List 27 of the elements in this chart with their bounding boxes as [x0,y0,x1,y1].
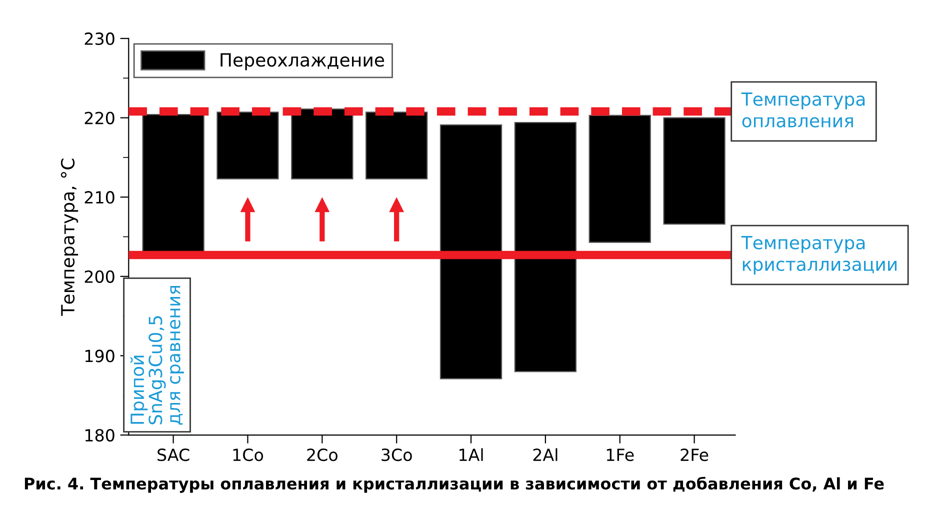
x-tick-label: 1Co [233,448,264,462]
y-tick-label: 180 [85,428,114,442]
bar [588,114,651,243]
bar [514,122,577,372]
x-tick-label: 3Co [382,448,412,462]
bar [291,108,354,180]
text: Рис. 4. Температуры оплавления и кристаллизации в зависимости от добавления Co, Al и Fe [24,476,884,493]
y-tick-label: 230 [84,32,114,46]
bar [216,112,279,180]
x-tick-label: SAC [158,448,190,462]
x-tick-label: 2Al [533,448,558,461]
y-tick-label: 220 [84,112,114,124]
y-tick-label: 200 [84,270,114,283]
y-axis-title: Температура, °С [60,158,78,316]
legend-label: Переохлаждение [220,53,384,70]
x-tick-label: 2Fe [680,448,708,462]
ref-line-label: Температура кристаллизации [741,236,897,275]
x-tick-label: 1Fe [606,448,634,462]
annotation: Припой SnAg3Cu0,5 для сравнения [130,286,184,425]
ref-line-label: Температура оплавления [741,92,865,128]
bar [440,124,502,380]
bar [663,117,726,225]
x-tick-label: 1Al [460,448,483,461]
y-tick-label: 210 [84,191,114,204]
y-tick-label: 190 [85,350,114,362]
bar [366,112,428,180]
x-tick-label: 2Co [307,448,338,462]
